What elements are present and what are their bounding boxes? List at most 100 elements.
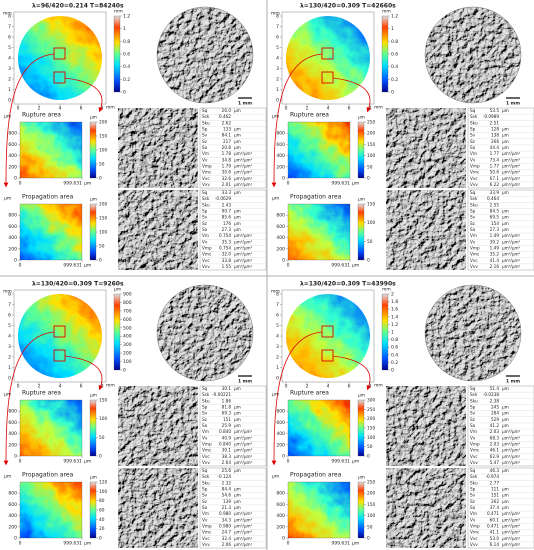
param-name: Sku bbox=[470, 398, 478, 403]
param-unit: µm³/µm² bbox=[502, 536, 521, 541]
param-value: 111 bbox=[491, 487, 499, 492]
y-tick-label: 600 bbox=[8, 224, 17, 230]
x-tick-label: 2 bbox=[306, 106, 309, 112]
param-value: -0.0989 bbox=[483, 114, 499, 119]
colorbar-tick-label: 150 bbox=[367, 502, 375, 508]
region-box bbox=[53, 47, 66, 60]
param-name: Vvv bbox=[470, 460, 478, 465]
param-name: Ssk bbox=[202, 114, 210, 119]
param-value: 62.9 bbox=[490, 454, 500, 459]
param-name: Vvc bbox=[202, 176, 210, 181]
y-tick-label: 4 bbox=[276, 56, 279, 62]
colorbar-tick-label: 0 bbox=[367, 176, 370, 182]
y-tick-label: 600 bbox=[8, 142, 17, 148]
param-unit: µm³/µm² bbox=[502, 258, 521, 263]
y-tick-label: 0 bbox=[276, 98, 279, 104]
area-height-map bbox=[20, 122, 82, 178]
param-unit: µm bbox=[234, 493, 241, 498]
colorbar-unit: mm bbox=[114, 10, 123, 15]
panel-title: λ=130/420=0.309 T=9260s bbox=[32, 281, 124, 288]
param-name: Sq bbox=[202, 108, 208, 113]
y-tick-label: 2 bbox=[8, 355, 11, 361]
colorbar-tick-label: 50 bbox=[367, 239, 373, 245]
colorbar-unit: µm bbox=[114, 288, 121, 293]
area-frame bbox=[19, 399, 83, 457]
param-unit: µm bbox=[234, 215, 241, 220]
arrow bbox=[332, 77, 372, 113]
param-name: Sq bbox=[470, 190, 476, 195]
param-unit: µm³/µm² bbox=[502, 523, 521, 528]
colorbar-tick-label: 1.2 bbox=[123, 14, 130, 20]
region-box bbox=[321, 349, 334, 362]
param-name: Sv bbox=[470, 133, 476, 138]
param-value: 32.6 bbox=[222, 176, 232, 181]
colorbar-tick-label: 0 bbox=[391, 90, 394, 96]
param-value: 5.47 bbox=[490, 460, 500, 465]
param-unit: µm³/µm² bbox=[234, 157, 253, 162]
param-table bbox=[467, 107, 534, 189]
param-unit: µm bbox=[502, 190, 509, 195]
param-name: Vv bbox=[470, 435, 476, 440]
param-name: Vvc bbox=[202, 454, 210, 459]
param-value: 154 bbox=[491, 221, 499, 226]
y-tick-label: 200 bbox=[8, 164, 17, 170]
x-axis-unit: µm bbox=[84, 182, 91, 187]
param-unit: µm bbox=[502, 215, 509, 220]
x-tick-label: 0 bbox=[19, 263, 22, 269]
colorbar-tick-label: 0 bbox=[391, 368, 394, 374]
x-tick-label: 999.631 bbox=[63, 263, 82, 269]
param-unit: µm³/µm² bbox=[234, 233, 253, 238]
x-tick-label: 999.631 bbox=[331, 181, 350, 187]
y-tick-label: 600 bbox=[8, 420, 17, 426]
param-name: Sku bbox=[202, 120, 210, 125]
colorbar-tick-label: 50 bbox=[367, 164, 373, 170]
param-name: Vvv bbox=[470, 542, 478, 547]
colorbar-tick-label: 300 bbox=[123, 342, 132, 348]
colorbar-tick-label: 200 bbox=[99, 120, 107, 126]
param-name: Sv bbox=[202, 493, 208, 498]
colorbar-tick-label: 1.6 bbox=[391, 307, 398, 313]
area-axis-unit: µm bbox=[272, 197, 279, 202]
param-value: 34.3 bbox=[222, 517, 232, 522]
param-unit: µm bbox=[234, 145, 241, 150]
param-name: Vv bbox=[470, 517, 476, 522]
x-axis-unit: µm bbox=[84, 460, 91, 465]
param-name: Vmp bbox=[470, 523, 480, 528]
colorbar bbox=[357, 203, 365, 261]
param-unit: µm³/µm² bbox=[502, 460, 521, 465]
scale-label: 1 mm bbox=[238, 379, 252, 385]
param-value: 60.1 bbox=[490, 517, 500, 522]
param-unit: µm bbox=[234, 423, 241, 428]
y-tick-label: 600 bbox=[276, 420, 285, 426]
arrow bbox=[64, 77, 104, 113]
y-tick-label: 7 bbox=[276, 24, 279, 30]
param-value: 1.55 bbox=[222, 264, 232, 269]
y-tick-label: 0 bbox=[282, 536, 285, 542]
y-tick-label: 1 bbox=[276, 365, 279, 371]
param-unit: µm³/µm² bbox=[502, 448, 521, 453]
colorbar-tick-label: 600 bbox=[123, 317, 132, 323]
colorbar-tick-label: 100 bbox=[367, 153, 375, 159]
param-value: 27.3 bbox=[490, 227, 500, 232]
colorbar-tick-label: 800 bbox=[123, 300, 132, 306]
x-tick-label: 999.631 bbox=[331, 459, 350, 465]
y-tick-label: 4 bbox=[276, 334, 279, 340]
param-name: Sq bbox=[202, 468, 208, 473]
colorbar-unit: µm bbox=[90, 198, 97, 203]
param-name: Sq bbox=[470, 468, 476, 473]
colorbar-tick-label: 0 bbox=[99, 258, 102, 264]
optical-image bbox=[157, 285, 253, 381]
y-tick-label: 1 bbox=[8, 365, 11, 371]
param-value: 2.32 bbox=[222, 480, 232, 485]
y-tick-label: 7 bbox=[8, 24, 11, 30]
param-unit: µm³/µm² bbox=[234, 536, 253, 541]
arrow bbox=[3, 53, 55, 188]
colorbar-tick-label: 200 bbox=[367, 131, 375, 137]
region-box bbox=[321, 325, 334, 338]
area-optical-image bbox=[118, 386, 198, 466]
param-name: Vv bbox=[470, 157, 476, 162]
param-table bbox=[467, 385, 534, 467]
colorbar-unit: µm bbox=[90, 394, 97, 399]
param-unit: µm bbox=[502, 411, 509, 416]
param-unit: µm³/µm² bbox=[234, 258, 253, 263]
